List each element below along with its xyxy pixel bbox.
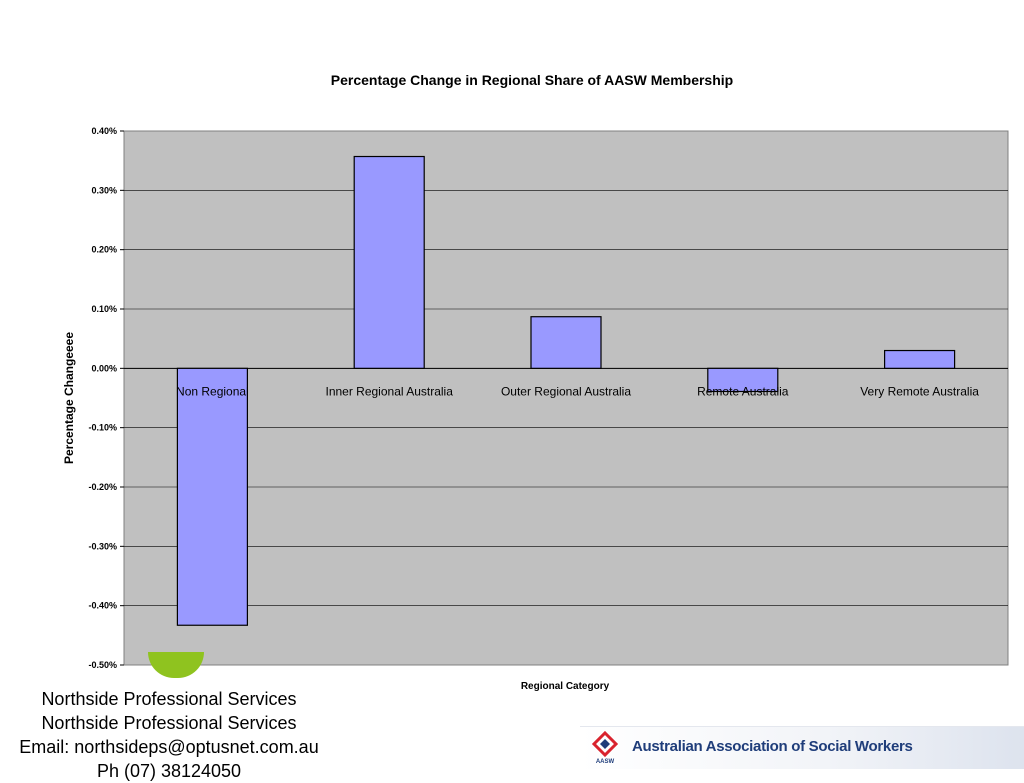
y-tick-label: -0.40%	[88, 601, 117, 611]
footer-line-2: Northside Professional Services	[41, 713, 297, 733]
y-tick-label: -0.30%	[88, 541, 117, 551]
logo-mark-text: AASW	[596, 759, 615, 765]
y-tick-label: 0.10%	[91, 304, 117, 314]
x-axis-categories: Non Regional Inner Regional Australia Oute…	[176, 384, 979, 398]
chart: Percentage Change in Regional Share of A…	[62, 72, 1009, 692]
x-axis-title: Regional Category	[521, 681, 610, 692]
logo-name: Australian Association of Social Workers	[632, 738, 913, 755]
y-tick-label: -0.20%	[88, 482, 117, 492]
y-tick-label: -0.10%	[88, 423, 117, 433]
plot-area	[123, 130, 1009, 666]
x-category-label: Outer Regional Australia	[501, 384, 631, 398]
bars	[176, 155, 956, 626]
y-tick-label: -0.50%	[88, 660, 117, 670]
x-category-label: Remote Australia	[697, 384, 789, 398]
x-category-label: Very Remote Australia	[860, 384, 979, 398]
y-axis-title: Percentage Changeeee	[62, 332, 76, 464]
y-tick-label: 0.00%	[91, 363, 117, 373]
bar	[530, 316, 602, 369]
footer-line-1: Northside Professional Services	[41, 689, 297, 709]
footer-email: Email: northsideps@optusnet.com.au	[19, 737, 319, 757]
aasw-logo-banner: AASW Australian Association of Social Wo…	[580, 726, 1024, 769]
y-tick-label: 0.30%	[91, 185, 117, 195]
x-category-label: Inner Regional Australia	[325, 384, 453, 398]
bar	[176, 367, 248, 626]
bar	[883, 349, 956, 369]
footer-phone: Ph (07) 38124050	[96, 761, 242, 781]
bar	[353, 155, 425, 369]
y-tick-label: 0.20%	[91, 245, 117, 255]
y-axis-ticks: 0.40% 0.30% 0.20% 0.10% 0.00% -0.10% -0.20% -0.…	[88, 126, 124, 670]
aasw-logo-icon: AASW	[592, 731, 618, 765]
chart-title: Percentage Change in Regional Share of A…	[331, 72, 733, 88]
x-category-label: Non Regional	[176, 384, 249, 398]
bar	[707, 367, 779, 393]
y-tick-label: 0.40%	[91, 126, 117, 136]
